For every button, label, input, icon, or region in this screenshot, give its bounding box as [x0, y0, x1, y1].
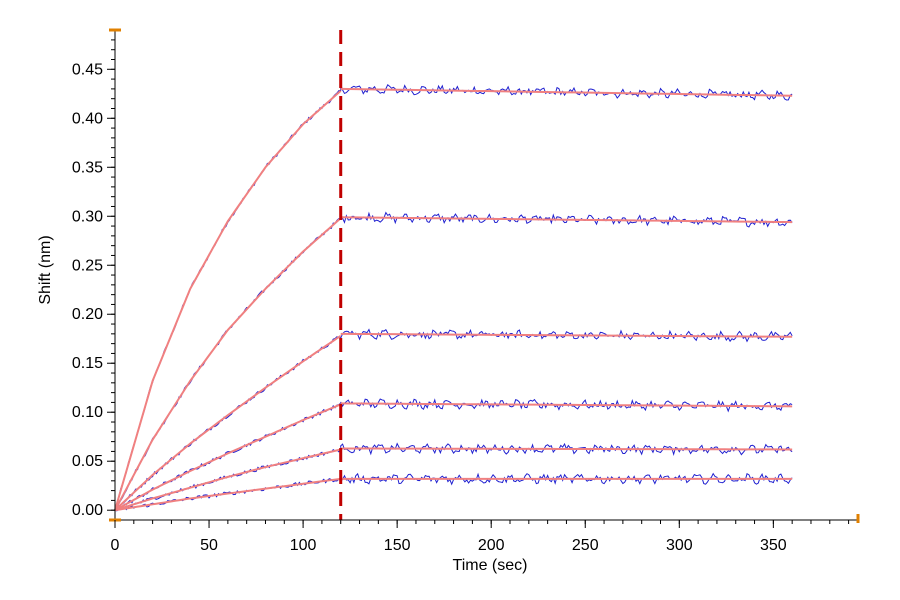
fit-association-1: [114, 90, 342, 511]
x-tick-label: 300: [666, 537, 693, 554]
data-trace-6: [114, 472, 793, 512]
data-trace-3: [114, 328, 793, 512]
plot-area: [114, 30, 793, 520]
fit-dissociation-3: [340, 332, 793, 338]
x-tick-label: 0: [111, 537, 120, 554]
y-tick-label: 0.30: [72, 208, 103, 225]
y-tick-label: 0.35: [72, 159, 103, 176]
axes: 0.00 0.05 0.10 0.15 0.20 0.25 0.30 0.35 0.40 0.45…: [72, 28, 860, 554]
data-trace-5: [114, 442, 793, 509]
data-trace-2: [114, 211, 793, 510]
fit-dissociation-4: [340, 402, 793, 408]
x-tick-label: 350: [760, 537, 787, 554]
x-tick-label: 50: [200, 537, 218, 554]
fit-association-2: [114, 217, 342, 511]
x-axis-title: Time (sec): [453, 557, 528, 574]
y-axis-title: Shift (nm): [37, 235, 54, 304]
fit-dissociation-5: [340, 447, 793, 451]
y-tick-label: 0.10: [72, 404, 103, 421]
fit-association-5: [114, 448, 341, 512]
y-tick-label: 0.20: [72, 306, 103, 323]
data-trace-4: [114, 398, 793, 511]
y-tick-label: 0.05: [72, 453, 103, 470]
x-tick-label: 150: [384, 537, 411, 554]
x-tick-label: 250: [572, 537, 599, 554]
fit-association-6: [114, 477, 341, 512]
y-tick-label: 0.45: [72, 61, 103, 78]
fit-association-3: [114, 334, 342, 511]
fit-dissociation-2: [340, 216, 793, 224]
y-tick-label: 0.15: [72, 355, 103, 372]
fit-association-4: [114, 403, 342, 512]
y-tick-label: 0.00: [72, 502, 103, 519]
data-trace-1: [114, 83, 793, 510]
x-tick-label: 100: [290, 537, 317, 554]
y-tick-label: 0.25: [72, 257, 103, 274]
fit-dissociation-1: [340, 87, 793, 97]
x-tick-label: 200: [478, 537, 505, 554]
y-tick-label: 0.40: [72, 110, 103, 127]
